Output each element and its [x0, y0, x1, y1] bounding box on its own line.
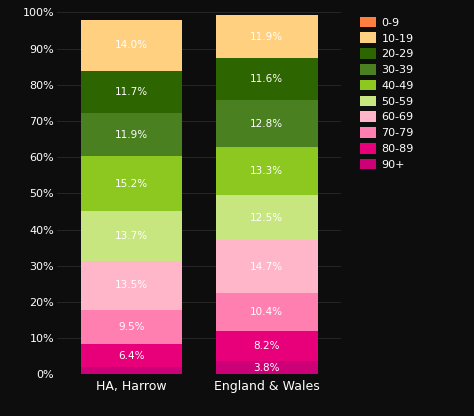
Bar	[216, 15, 318, 58]
Text: 15.2%: 15.2%	[115, 178, 148, 189]
Bar	[81, 211, 182, 261]
Bar	[216, 331, 318, 361]
Text: 13.7%: 13.7%	[115, 231, 148, 241]
Text: 13.3%: 13.3%	[250, 166, 283, 176]
Bar	[81, 20, 182, 71]
Text: 6.4%: 6.4%	[118, 351, 145, 361]
Text: 14.7%: 14.7%	[250, 262, 283, 272]
Text: 14.0%: 14.0%	[115, 40, 148, 50]
Bar	[216, 293, 318, 331]
Bar	[216, 58, 318, 100]
Text: 10.4%: 10.4%	[250, 307, 283, 317]
Bar	[81, 344, 182, 367]
Bar	[81, 113, 182, 156]
Text: 13.5%: 13.5%	[115, 280, 148, 290]
Bar	[216, 361, 318, 374]
Bar	[81, 261, 182, 310]
Text: 3.8%: 3.8%	[254, 362, 280, 372]
Text: 11.9%: 11.9%	[250, 32, 283, 42]
Text: 9.5%: 9.5%	[118, 322, 145, 332]
Text: 11.9%: 11.9%	[115, 130, 148, 140]
Text: 11.7%: 11.7%	[115, 87, 148, 97]
Bar	[216, 240, 318, 293]
Legend: 0-9, 10-19, 20-29, 30-39, 40-49, 50-59, 60-69, 70-79, 80-89, 90+: 0-9, 10-19, 20-29, 30-39, 40-49, 50-59, …	[358, 15, 416, 172]
Bar	[81, 156, 182, 211]
Bar	[216, 195, 318, 240]
Text: 12.8%: 12.8%	[250, 119, 283, 129]
Text: 12.5%: 12.5%	[250, 213, 283, 223]
Text: 8.2%: 8.2%	[254, 341, 280, 351]
Bar	[216, 100, 318, 147]
Bar	[81, 310, 182, 344]
Bar	[81, 71, 182, 113]
Bar	[216, 147, 318, 195]
Text: 11.6%: 11.6%	[250, 74, 283, 84]
Bar	[81, 367, 182, 374]
